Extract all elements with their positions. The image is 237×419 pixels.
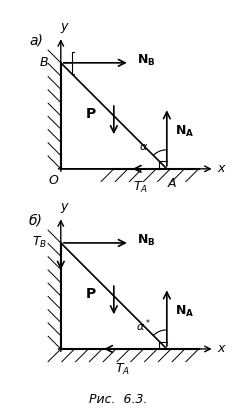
Text: $\mathbf{N_B}$: $\mathbf{N_B}$ bbox=[137, 233, 156, 248]
Text: $\mathbf{N_A}$: $\mathbf{N_A}$ bbox=[175, 124, 195, 139]
Text: $\mathbf{N_B}$: $\mathbf{N_B}$ bbox=[137, 53, 156, 68]
Text: y: y bbox=[60, 20, 68, 33]
Text: Рис.  6.3.: Рис. 6.3. bbox=[89, 393, 148, 406]
Text: $\alpha^*$: $\alpha^*$ bbox=[136, 318, 151, 334]
Text: $\alpha$: $\alpha$ bbox=[139, 142, 148, 152]
Text: $\mathbf{P}$: $\mathbf{P}$ bbox=[85, 107, 96, 121]
Text: $T_B$: $T_B$ bbox=[32, 235, 47, 251]
Text: x: x bbox=[218, 162, 225, 175]
Text: $T_A$: $T_A$ bbox=[133, 179, 148, 194]
Text: O: O bbox=[48, 174, 58, 187]
Text: y: y bbox=[60, 200, 68, 213]
Text: B: B bbox=[40, 56, 48, 69]
Text: x: x bbox=[218, 342, 225, 355]
Text: $\mathbf{P}$: $\mathbf{P}$ bbox=[85, 287, 96, 301]
Text: б): б) bbox=[29, 213, 43, 227]
Text: а): а) bbox=[29, 33, 43, 47]
Text: A: A bbox=[168, 177, 176, 190]
Text: $\mathbf{N_A}$: $\mathbf{N_A}$ bbox=[175, 304, 195, 319]
Text: $T_A$: $T_A$ bbox=[115, 362, 130, 377]
